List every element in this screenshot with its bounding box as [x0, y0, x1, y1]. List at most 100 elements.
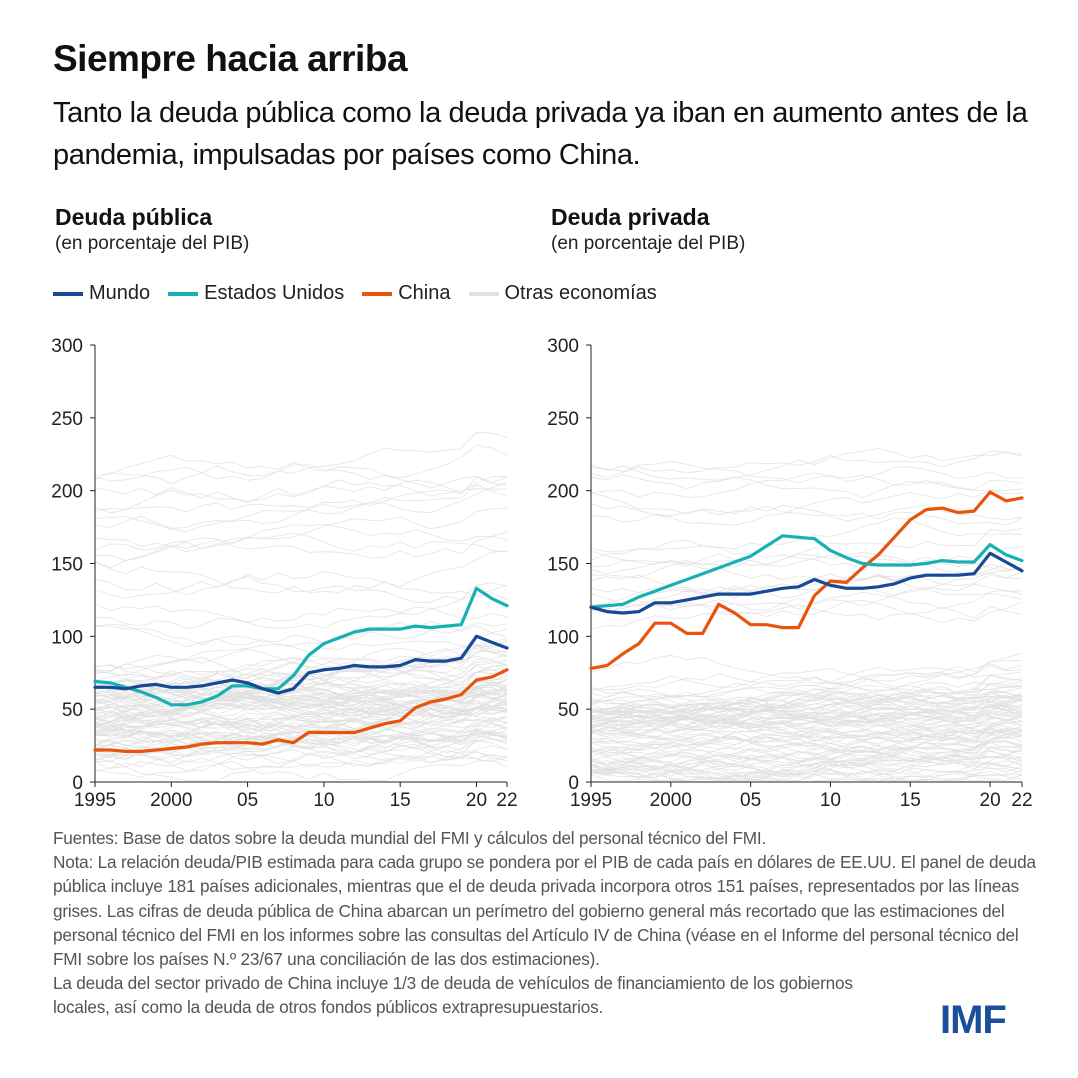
background-series-line: [590, 704, 1023, 719]
x-tick-label: 20: [466, 790, 487, 810]
series-line-mundo: [589, 551, 1024, 615]
note-china-private: La deuda del sector privado de China inc…: [53, 973, 853, 1018]
x-tick-label: 05: [237, 790, 258, 810]
background-series-line: [94, 431, 508, 476]
background-series-line: [590, 450, 1023, 479]
series-line-estados-unidos: [589, 534, 1024, 609]
x-tick-label: 05: [740, 790, 761, 810]
background-series-line: [94, 699, 508, 732]
background-series-line: [590, 723, 1023, 747]
background-series-line: [590, 760, 1023, 781]
legend-label-otras: Otras economías: [504, 282, 657, 304]
notes: Fuentes: Base de datos sobre la deuda mu…: [53, 826, 1043, 1020]
y-tick-label: 150: [51, 555, 83, 576]
background-series-line: [590, 474, 1023, 499]
background-series-line: [590, 555, 1023, 576]
x-tick-label: 2000: [150, 790, 192, 810]
background-series-line: [94, 445, 508, 482]
legend-item-estados-unidos: Estados Unidos: [168, 282, 344, 305]
background-series-line: [590, 472, 1023, 498]
y-tick-label: 200: [547, 482, 579, 503]
y-tick-label: 0: [72, 773, 83, 794]
x-tick-label: 10: [820, 790, 841, 810]
background-series-line: [94, 633, 508, 690]
background-series-line: [94, 748, 508, 772]
background-series-line: [94, 685, 508, 724]
panel-title-public: Deuda pública: [55, 204, 213, 230]
background-series-group: [94, 431, 508, 781]
background-series-line: [94, 582, 508, 630]
legend-item-otras: Otras economías: [468, 282, 657, 305]
background-series-line: [94, 622, 508, 648]
background-series-line: [94, 681, 508, 713]
background-series-line: [94, 733, 508, 760]
legend-swatch-estados-unidos: [168, 291, 199, 296]
background-series-line: [590, 460, 1023, 484]
background-series-line: [590, 698, 1023, 722]
background-series-line: [590, 696, 1023, 733]
background-series-line: [590, 724, 1023, 744]
y-tick-label: 0: [568, 773, 579, 794]
x-tick-label: 15: [900, 790, 921, 810]
background-series-line: [590, 756, 1023, 781]
legend-item-mundo: Mundo: [53, 282, 150, 305]
legend-label-china: China: [398, 282, 451, 304]
background-series-line: [94, 679, 508, 711]
background-series-line: [590, 715, 1023, 733]
series-line-estados-unidos: [93, 586, 509, 707]
background-series-line: [94, 464, 508, 489]
background-series-line: [94, 712, 508, 737]
background-series-line: [590, 545, 1023, 572]
legend-item-china: China: [362, 282, 451, 305]
background-series-line: [590, 654, 1023, 684]
background-series-line: [590, 707, 1023, 730]
y-tick-label: 100: [51, 627, 83, 648]
series-line-china: [589, 490, 1024, 670]
note-sources: Fuentes: Base de datos sobre la deuda mu…: [53, 828, 767, 848]
background-series-line: [590, 729, 1023, 763]
background-series-line: [94, 755, 508, 781]
background-series-line: [590, 714, 1023, 739]
imf-logo: IMF: [940, 998, 1007, 1042]
x-tick-label: 10: [313, 790, 334, 810]
background-series-line: [94, 731, 508, 754]
background-series-line: [590, 694, 1023, 733]
x-tick-label: 15: [390, 790, 411, 810]
background-series-line: [590, 703, 1023, 738]
background-series-line: [94, 479, 508, 514]
background-series-line: [94, 476, 508, 513]
note-methodology: Nota: La relación deuda/PIB estimada par…: [53, 852, 1036, 970]
background-series-line: [94, 531, 508, 561]
background-series-line: [590, 504, 1023, 523]
series-line-china: [93, 668, 509, 753]
y-tick-label: 150: [547, 555, 579, 576]
y-tick-label: 50: [558, 700, 579, 721]
background-series-line: [590, 676, 1023, 714]
background-series-line: [94, 718, 508, 741]
background-series-line: [94, 750, 508, 781]
background-series-line: [590, 517, 1023, 553]
background-series-line: [94, 694, 508, 719]
background-series-line: [94, 482, 508, 532]
background-series-line: [94, 688, 508, 733]
background-series-line: [590, 488, 1023, 515]
background-series-line: [94, 484, 508, 529]
background-series-line: [94, 722, 508, 757]
background-series-line: [94, 654, 508, 727]
legend-swatch-china: [362, 291, 393, 296]
x-tick-label: 2000: [650, 790, 692, 810]
y-tick-label: 50: [62, 700, 83, 721]
background-series-line: [590, 703, 1023, 741]
background-series-line: [590, 604, 1023, 621]
page-subtitle: Tanto la deuda pública como la deuda pri…: [53, 97, 1028, 171]
background-series-line: [94, 692, 508, 751]
x-tick-label: 20: [980, 790, 1001, 810]
x-tick-label: 22: [1011, 790, 1032, 810]
background-series-line: [94, 689, 508, 722]
background-series-line: [590, 756, 1023, 781]
background-series-line: [590, 573, 1023, 594]
y-tick-label: 250: [547, 409, 579, 430]
background-series-line: [590, 731, 1023, 759]
background-series-line: [94, 686, 508, 704]
